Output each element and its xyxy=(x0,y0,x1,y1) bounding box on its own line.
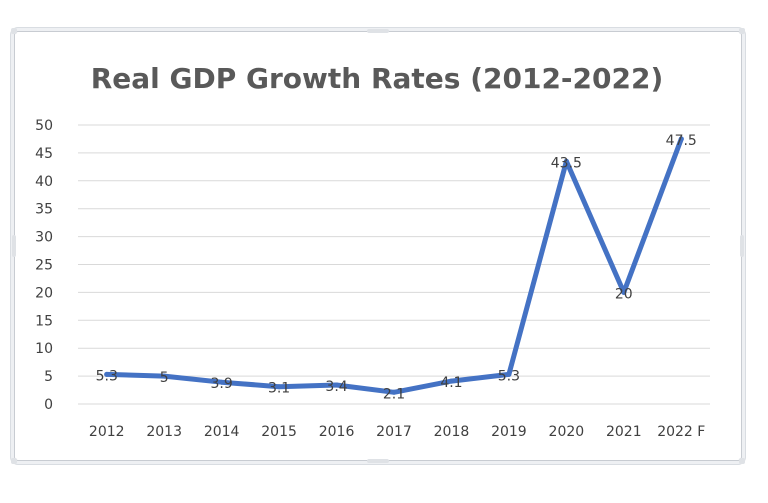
resize-handle-left[interactable] xyxy=(12,235,16,257)
x-tick-label: 2013 xyxy=(146,424,182,440)
y-tick-label: 5 xyxy=(44,369,53,385)
y-tick-label: 10 xyxy=(35,341,53,357)
data-point xyxy=(391,389,397,395)
data-point xyxy=(104,371,110,377)
data-point xyxy=(506,371,512,377)
data-point xyxy=(448,378,454,384)
data-point xyxy=(161,373,167,379)
x-tick-label: 2021 xyxy=(606,424,642,440)
resize-handle-bottom-left[interactable] xyxy=(11,458,17,464)
resize-handle-top[interactable] xyxy=(367,29,389,33)
y-tick-label: 25 xyxy=(35,258,53,274)
x-tick-label: 2012 xyxy=(89,424,125,440)
x-tick-label: 2019 xyxy=(491,424,527,440)
y-tick-label: 20 xyxy=(35,285,53,301)
data-label: 20 xyxy=(615,286,633,302)
resize-handle-top-right[interactable] xyxy=(739,28,745,34)
x-tick-label: 2015 xyxy=(261,424,297,440)
y-tick-label: 35 xyxy=(35,202,53,218)
resize-handle-bottom-right[interactable] xyxy=(739,458,745,464)
data-point xyxy=(621,289,627,295)
data-point xyxy=(276,384,282,390)
y-tick-label: 15 xyxy=(35,313,53,329)
data-label: 2.1 xyxy=(383,386,405,402)
data-point xyxy=(219,379,225,385)
x-tick-label: 2017 xyxy=(376,424,412,440)
data-label: 47.5 xyxy=(666,133,697,149)
y-tick-label: 40 xyxy=(35,174,53,190)
data-point xyxy=(563,158,569,164)
data-label: 43.5 xyxy=(551,155,582,171)
series-line xyxy=(104,136,684,395)
y-tick-label: 0 xyxy=(44,397,53,413)
y-tick-label: 30 xyxy=(35,230,53,246)
x-tick-label: 2020 xyxy=(549,424,585,440)
data-label: 3.1 xyxy=(268,381,290,397)
data-label: 5 xyxy=(160,370,169,386)
data-label: 4.1 xyxy=(440,375,462,391)
resize-handle-bottom[interactable] xyxy=(367,459,389,463)
data-label: 3.4 xyxy=(325,379,347,395)
y-tick-label: 50 xyxy=(35,118,53,134)
resize-handle-right[interactable] xyxy=(740,235,744,257)
data-label: 3.9 xyxy=(211,376,233,392)
data-label: 5.3 xyxy=(96,368,118,384)
x-tick-label: 2014 xyxy=(204,424,240,440)
y-tick-label: 45 xyxy=(35,146,53,162)
resize-handle-top-left[interactable] xyxy=(11,28,17,34)
x-tick-label: 2016 xyxy=(319,424,355,440)
chart-title: Real GDP Growth Rates (2012-2022) xyxy=(91,62,664,95)
data-point xyxy=(334,382,340,388)
data-label: 5.3 xyxy=(498,368,520,384)
data-point xyxy=(678,136,684,142)
x-tick-label: 2018 xyxy=(434,424,470,440)
x-tick-label: 2022 F xyxy=(657,424,705,440)
